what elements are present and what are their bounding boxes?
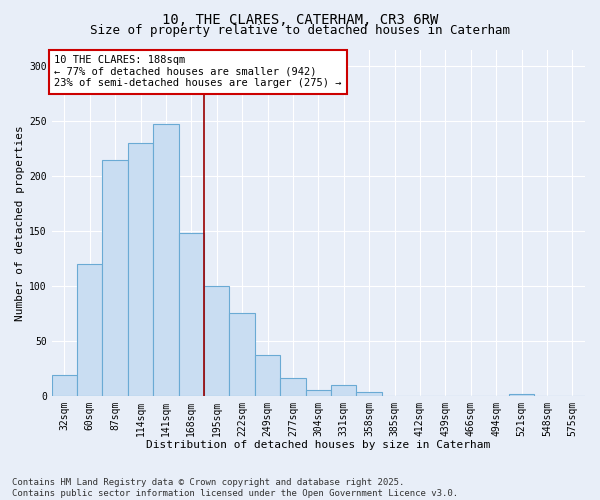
- X-axis label: Distribution of detached houses by size in Caterham: Distribution of detached houses by size …: [146, 440, 490, 450]
- Bar: [52, 375, 77, 396]
- Y-axis label: Number of detached properties: Number of detached properties: [15, 125, 25, 320]
- Text: Contains HM Land Registry data © Crown copyright and database right 2025.
Contai: Contains HM Land Registry data © Crown c…: [12, 478, 458, 498]
- Bar: [280, 378, 305, 396]
- Bar: [509, 394, 534, 396]
- Bar: [331, 384, 356, 396]
- Bar: [103, 160, 128, 396]
- Bar: [229, 314, 255, 396]
- Bar: [204, 286, 229, 396]
- Text: 10, THE CLARES, CATERHAM, CR3 6RW: 10, THE CLARES, CATERHAM, CR3 6RW: [162, 12, 438, 26]
- Text: Size of property relative to detached houses in Caterham: Size of property relative to detached ho…: [90, 24, 510, 37]
- Bar: [128, 144, 153, 396]
- Bar: [77, 264, 103, 396]
- Text: 10 THE CLARES: 188sqm
← 77% of detached houses are smaller (942)
23% of semi-det: 10 THE CLARES: 188sqm ← 77% of detached …: [55, 55, 342, 88]
- Bar: [305, 390, 331, 396]
- Bar: [153, 124, 179, 396]
- Bar: [179, 234, 204, 396]
- Bar: [356, 392, 382, 396]
- Bar: [255, 355, 280, 396]
